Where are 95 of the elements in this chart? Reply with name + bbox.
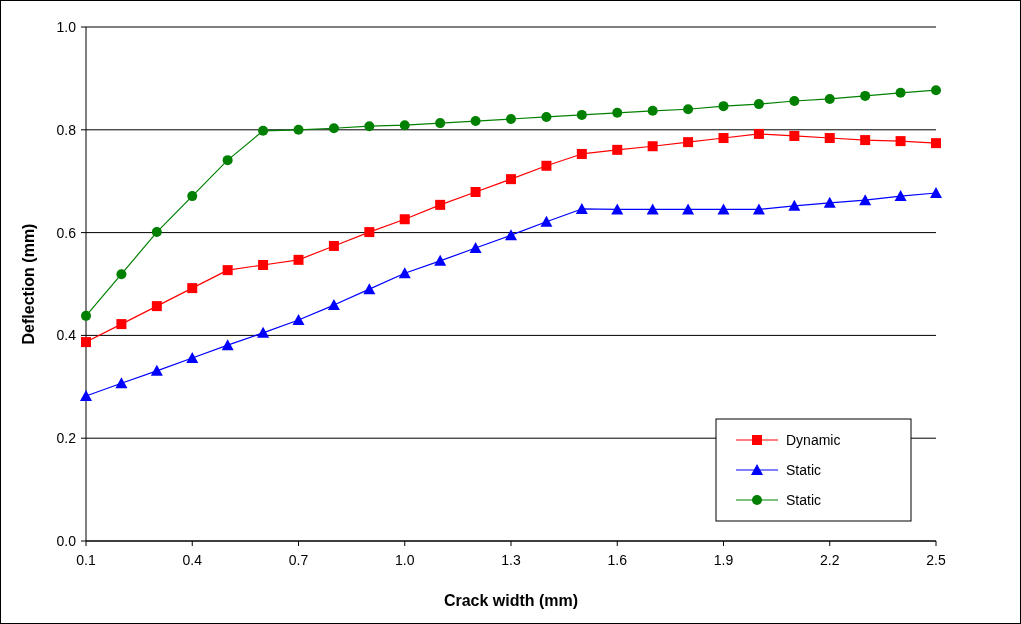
point <box>895 136 906 147</box>
point <box>469 242 482 254</box>
y-tick-label: 0.2 <box>56 430 77 447</box>
point <box>824 93 835 104</box>
point <box>328 240 339 251</box>
point <box>435 118 446 129</box>
point <box>364 227 375 238</box>
point <box>187 283 198 294</box>
point <box>470 186 481 197</box>
point <box>859 194 872 206</box>
point <box>258 259 269 270</box>
point <box>612 144 623 155</box>
point <box>116 319 127 330</box>
point <box>931 85 941 96</box>
point <box>647 141 658 152</box>
point <box>150 364 163 376</box>
point <box>258 125 269 136</box>
point <box>823 196 836 208</box>
point <box>576 109 587 120</box>
x-tick-label: 0.4 <box>182 552 203 568</box>
point <box>222 265 233 276</box>
point <box>752 203 765 215</box>
point <box>646 203 659 215</box>
point <box>81 337 91 348</box>
legend-label: Dynamic <box>786 431 841 448</box>
x-tick-label: 1.3 <box>501 552 521 568</box>
point <box>683 104 694 115</box>
point <box>788 199 801 211</box>
point <box>187 191 198 202</box>
point <box>540 215 553 227</box>
x-tick-label: 0.7 <box>288 552 309 568</box>
x-tick-label: 2.2 <box>820 552 840 568</box>
point <box>718 133 729 144</box>
point <box>399 214 410 225</box>
y-tick-label: 0.6 <box>56 224 77 241</box>
point <box>363 283 376 295</box>
point <box>931 138 941 149</box>
y-tick-label: 0.8 <box>56 121 77 138</box>
y-tick-label: 1.0 <box>56 18 77 35</box>
point <box>718 101 729 112</box>
point <box>789 130 800 141</box>
point <box>541 160 552 171</box>
point <box>327 299 340 311</box>
x-tick-label: 1.9 <box>713 552 734 568</box>
point <box>789 96 800 107</box>
x-tick-label: 1.0 <box>395 552 415 568</box>
point <box>753 128 764 139</box>
point <box>398 267 411 279</box>
point <box>434 254 447 266</box>
point <box>683 137 694 148</box>
point <box>824 133 835 144</box>
y-tick-label: 0.4 <box>56 327 77 344</box>
point <box>930 187 942 199</box>
y-axis-title: Deflection (mm) <box>20 223 37 345</box>
point <box>470 116 481 127</box>
point <box>328 123 339 134</box>
point <box>506 174 516 185</box>
point <box>151 301 162 312</box>
point <box>399 120 410 131</box>
point <box>506 114 516 125</box>
point <box>647 105 658 116</box>
point <box>612 107 623 118</box>
point <box>894 190 907 202</box>
point <box>505 229 517 241</box>
point <box>293 254 304 265</box>
point <box>115 377 128 389</box>
point <box>81 310 91 321</box>
point <box>364 121 375 132</box>
point <box>682 203 695 215</box>
point <box>860 135 871 146</box>
point <box>80 390 92 402</box>
point <box>186 352 199 364</box>
x-tick-label: 2.5 <box>926 552 946 568</box>
point <box>257 326 270 338</box>
legend-label: Static <box>786 491 822 508</box>
point <box>221 339 234 351</box>
point <box>116 269 127 280</box>
point <box>151 227 162 238</box>
point <box>576 148 587 159</box>
x-axis-title: Crack width (mm) <box>443 592 579 609</box>
point <box>293 124 304 135</box>
point <box>895 87 906 98</box>
point <box>222 155 233 166</box>
legend-label: Static <box>786 461 822 478</box>
x-tick-label: 0.1 <box>76 552 96 568</box>
point <box>435 199 446 210</box>
point <box>753 99 764 110</box>
point <box>541 111 552 122</box>
point <box>717 203 730 215</box>
point <box>611 203 624 215</box>
point <box>292 313 305 325</box>
x-tick-label: 1.6 <box>607 552 628 568</box>
point <box>860 90 871 101</box>
y-tick-label: 0.0 <box>56 532 77 549</box>
point <box>575 202 588 214</box>
